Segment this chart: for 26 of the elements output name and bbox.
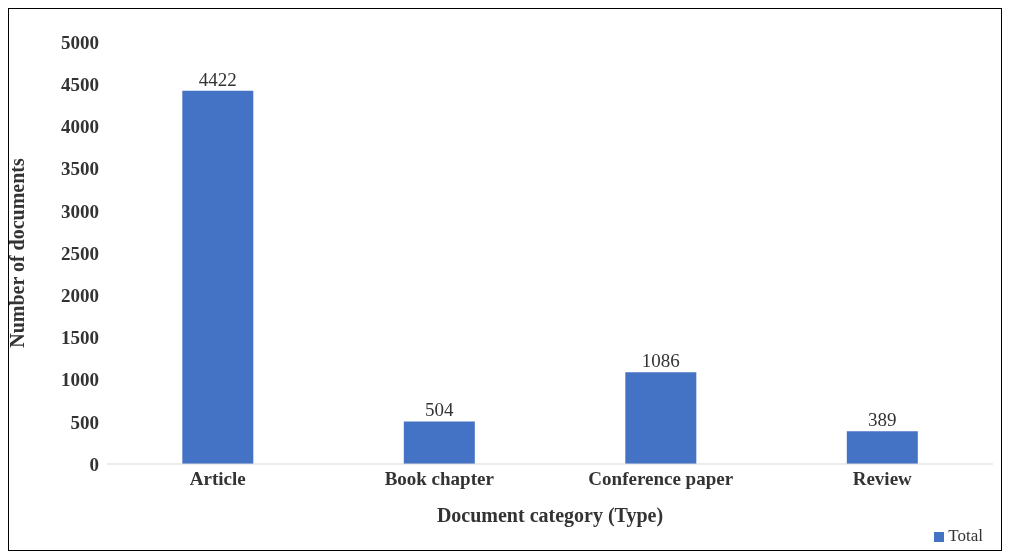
y-tick-label: 3500 [61,158,99,180]
x-tick-label: Review [852,468,913,490]
y-tick-label: 3000 [61,200,99,222]
y-tick-label: 4500 [61,73,99,95]
y-tick-label: 2500 [61,242,99,264]
legend-label: Total [948,526,983,545]
y-tick-label: 4000 [61,116,99,138]
x-tick-label: Article [189,468,246,490]
data-label: 4422 [198,68,237,90]
bar [182,90,254,464]
data-label: 389 [868,409,897,431]
y-tick-label: 1000 [61,369,99,391]
y-tick-label: 5000 [61,31,99,53]
data-label: 1086 [641,350,680,372]
y-axis-title: Number of documents [6,157,29,348]
y-tick-label: 2000 [61,284,99,306]
x-tick-label: Book chapter [384,468,495,490]
y-tick-label: 500 [70,411,99,433]
x-tick-label: Conference paper [588,468,734,490]
data-label: 504 [425,399,455,421]
x-axis-title: Document category (Type) [436,504,664,527]
y-tick-label: 1500 [61,327,99,349]
bar [403,421,475,464]
y-tick-label: 0 [89,453,99,475]
bar [625,372,697,464]
bar [846,431,918,464]
